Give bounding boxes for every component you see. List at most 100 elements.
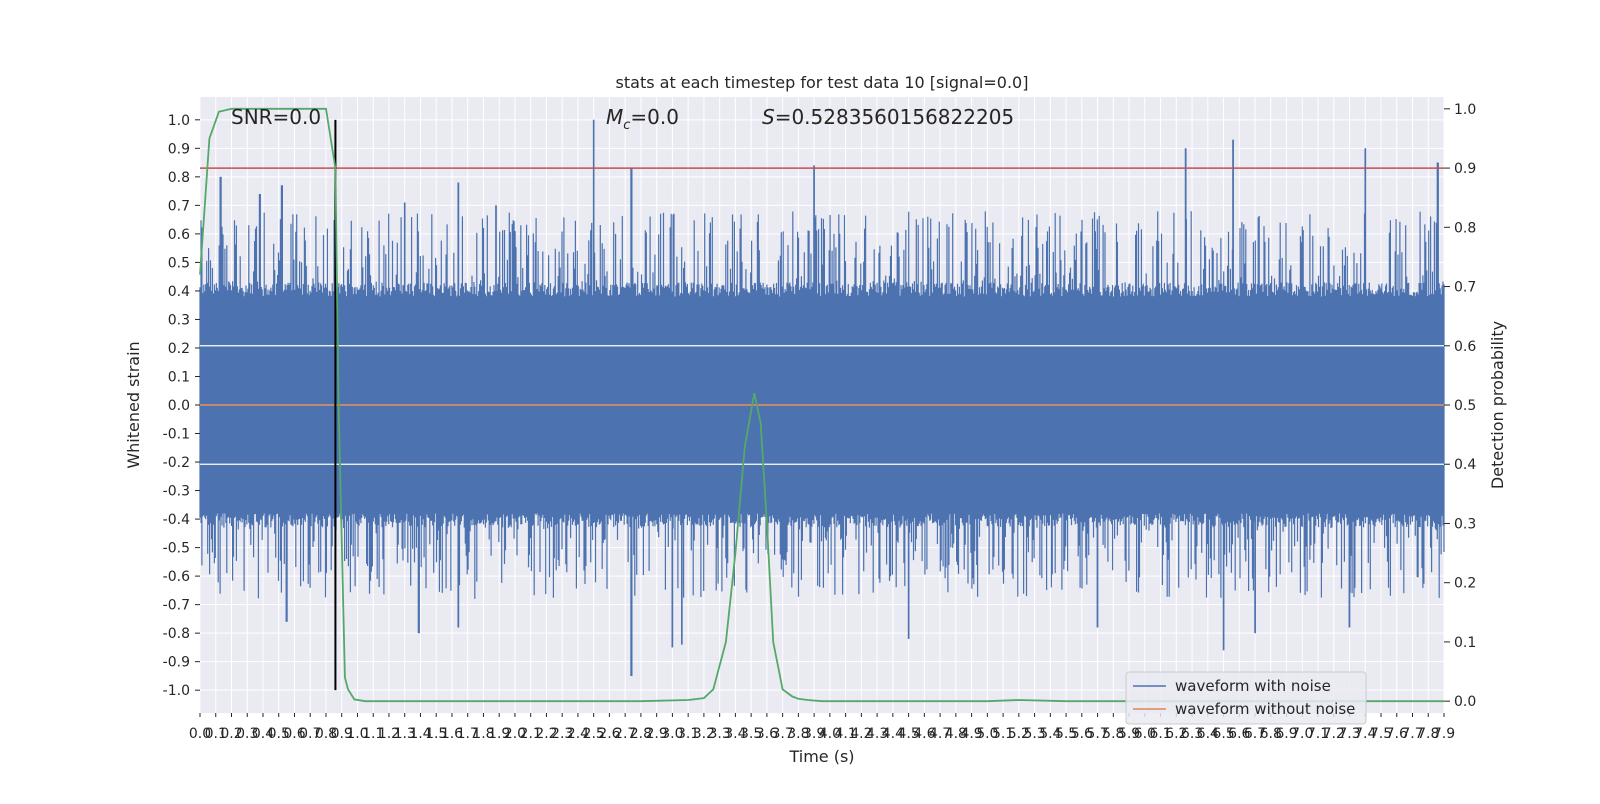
y2-tick-label: 0.0	[1454, 694, 1476, 710]
x-tick-label: 5.2	[1008, 726, 1030, 742]
annotation-s: S=0.5283560156822205	[762, 105, 1014, 129]
x-tick-label: 4.6	[913, 726, 935, 742]
x-tick-label: 5.5	[1055, 726, 1077, 742]
x-tick-label: 2.1	[520, 726, 542, 742]
legend: waveform with noise waveform without noi…	[1125, 671, 1367, 725]
x-tick-label: 3.4	[724, 726, 746, 742]
y2-axis-label: Detection probability	[1488, 321, 1507, 489]
y2-axis-ticks: 0.0 0.1 0.2 0.3 0.4 0.5 0.6 0.7 0.8 0.9 1.0	[1444, 102, 1476, 710]
x-tick-label: 7.2	[1323, 726, 1345, 742]
y-tick-label: -0.4	[163, 512, 190, 528]
x-tick-label: 5.7	[1086, 726, 1108, 742]
s-symbol: S	[762, 105, 775, 129]
x-tick-label: 4.7	[929, 726, 951, 742]
y-tick-label: 0.0	[168, 398, 190, 414]
y-tick-label: 1.0	[168, 113, 190, 129]
y-tick-label: 0.7	[168, 198, 190, 214]
x-tick-label: 6.9	[1275, 726, 1297, 742]
x-tick-label: 5.4	[1039, 726, 1061, 742]
y-tick-label: -0.1	[163, 427, 190, 443]
x-tick-label: 0.0	[189, 726, 211, 742]
mc-symbol: M	[606, 105, 623, 129]
x-tick-label: 4.4	[882, 726, 904, 742]
x-tick-label: 0.1	[205, 726, 227, 742]
x-tick-label: 1.8	[472, 726, 494, 742]
x-tick-label: 0.4	[252, 726, 274, 742]
legend-label-with-noise: waveform with noise	[1175, 677, 1331, 695]
x-tick-label: 3.8	[787, 726, 809, 742]
x-tick-label: 1.5	[425, 726, 447, 742]
x-tick-label: 7.0	[1291, 726, 1313, 742]
x-tick-label: 5.8	[1102, 726, 1124, 742]
y2-tick-label: 0.4	[1454, 457, 1476, 473]
annotation-chirp-mass: Mc=0.0	[606, 105, 679, 133]
x-tick-label: 7.4	[1354, 726, 1376, 742]
x-tick-label: 5.6	[1071, 726, 1093, 742]
x-tick-label: 7.1	[1307, 726, 1329, 742]
x-tick-label: 3.0	[661, 726, 683, 742]
x-tick-label: 3.3	[709, 726, 731, 742]
x-tick-label: 4.2	[850, 726, 872, 742]
x-tick-label: 7.5	[1370, 726, 1392, 742]
x-tick-label: 3.9	[803, 726, 825, 742]
y2-tick-label: 0.3	[1454, 516, 1476, 532]
x-tick-label: 6.7	[1244, 726, 1266, 742]
y-tick-label: -0.3	[163, 484, 190, 500]
y2-tick-label: 0.6	[1454, 339, 1476, 355]
x-tick-label: 0.8	[315, 726, 337, 742]
y-axis-ticks: -1.0 -0.9 -0.8 -0.7 -0.6 -0.5 -0.4 -0.3 -0.2 -0.1…	[163, 113, 200, 699]
x-tick-label: 4.9	[960, 726, 982, 742]
x-tick-label: 6.1	[1149, 726, 1171, 742]
x-tick-label: 6.8	[1260, 726, 1282, 742]
x-tick-label: 2.6	[598, 726, 620, 742]
x-tick-label: 1.4	[409, 726, 431, 742]
y2-tick-label: 0.7	[1454, 280, 1476, 296]
x-tick-label: 1.1	[362, 726, 384, 742]
y-tick-label: -0.9	[163, 655, 190, 671]
x-tick-label: 1.3	[394, 726, 416, 742]
x-tick-label: 6.5	[1212, 726, 1234, 742]
x-tick-label: 6.0	[1134, 726, 1156, 742]
y-tick-label: 0.1	[168, 369, 190, 385]
y-tick-label: 0.5	[168, 255, 190, 271]
x-tick-label: 7.6	[1386, 726, 1408, 742]
y-tick-label: -0.5	[163, 541, 190, 557]
y-tick-label: 0.9	[168, 141, 190, 157]
x-tick-label: 1.2	[378, 726, 400, 742]
y-tick-label: 0.4	[168, 284, 190, 300]
x-axis-label: Time (s)	[788, 747, 854, 766]
x-tick-label: 5.1	[992, 726, 1014, 742]
y-tick-label: 0.6	[168, 227, 190, 243]
mc-subscript: c	[623, 118, 630, 133]
x-tick-label: 1.6	[441, 726, 463, 742]
x-tick-label: 3.7	[772, 726, 794, 742]
y2-tick-label: 0.5	[1454, 398, 1476, 414]
legend-label-without-noise: waveform without noise	[1175, 700, 1355, 718]
y-tick-label: -1.0	[163, 683, 190, 699]
x-tick-label: 0.5	[268, 726, 290, 742]
x-tick-label: 3.6	[756, 726, 778, 742]
x-tick-label: 6.2	[1165, 726, 1187, 742]
y-axis-label: Whitened strain	[124, 341, 143, 468]
y-tick-label: -0.8	[163, 626, 190, 642]
x-tick-label: 1.0	[346, 726, 368, 742]
y2-tick-label: 0.8	[1454, 220, 1476, 236]
x-tick-label: 5.0	[976, 726, 998, 742]
y2-tick-label: 0.2	[1454, 576, 1476, 592]
x-tick-label: 3.2	[693, 726, 715, 742]
x-tick-label: 5.3	[1023, 726, 1045, 742]
x-tick-label: 7.9	[1433, 726, 1455, 742]
x-tick-label: 7.3	[1338, 726, 1360, 742]
x-tick-label: 0.2	[220, 726, 242, 742]
mc-value: =0.0	[630, 105, 679, 129]
x-tick-label: 2.8	[630, 726, 652, 742]
x-tick-label: 3.1	[677, 726, 699, 742]
x-tick-label: 4.1	[834, 726, 856, 742]
x-axis-ticks: 0.00.10.20.30.40.50.60.70.80.91.01.11.21…	[189, 713, 1455, 742]
y2-tick-label: 0.9	[1454, 161, 1476, 177]
y-tick-label: 0.2	[168, 341, 190, 357]
x-tick-label: 2.2	[535, 726, 557, 742]
x-tick-label: 4.0	[819, 726, 841, 742]
